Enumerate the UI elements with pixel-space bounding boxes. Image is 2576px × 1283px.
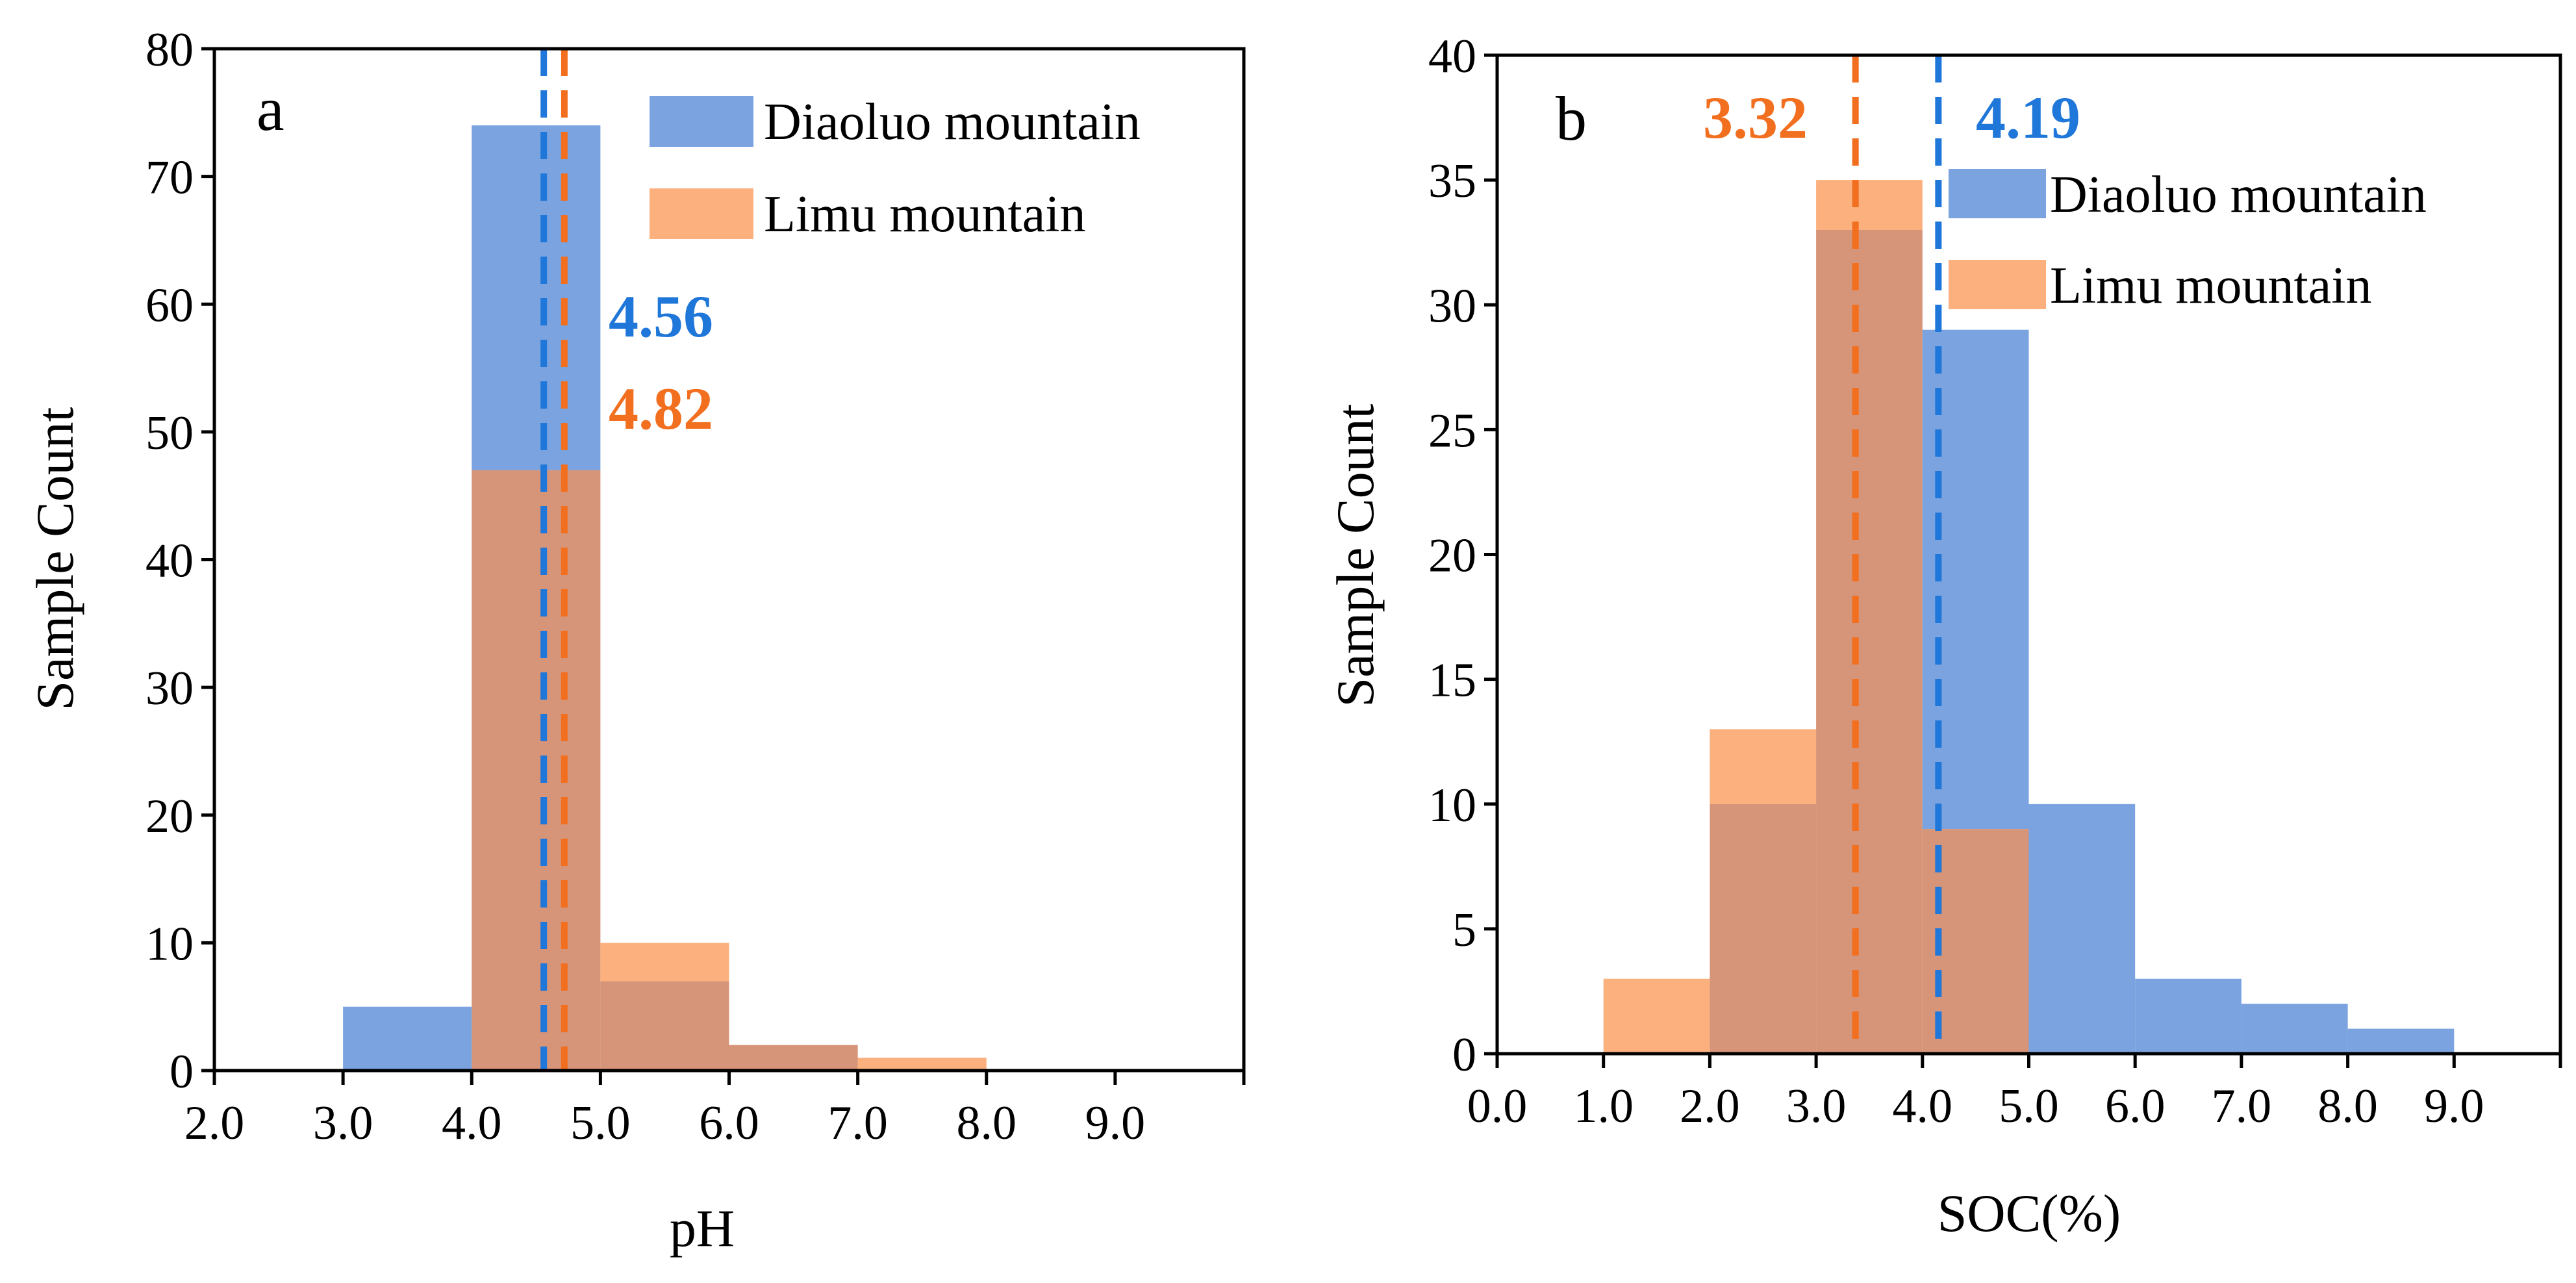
x-tick-label-b-3: 3.0 — [1786, 1080, 1847, 1133]
x-tick-label-a-6: 8.0 — [957, 1097, 1017, 1150]
bar-diaoluo-b-5 — [2135, 978, 2241, 1054]
x-axis-label-a: pH — [670, 1199, 735, 1258]
bar-diaoluo-a-0 — [343, 1006, 472, 1071]
y-tick-label-b-7: 35 — [1428, 155, 1476, 208]
y-tick-label-a-3: 30 — [145, 662, 194, 715]
x-tick-label-b-7: 7.0 — [2212, 1080, 2272, 1133]
bar-limu-b-2 — [1816, 180, 1923, 230]
bar-diaoluo-b-7 — [2347, 1028, 2455, 1054]
x-tick-label-a-7: 9.0 — [1085, 1097, 1146, 1150]
y-tick-label-a-6: 60 — [145, 279, 194, 332]
y-axis-label-a: Sample Count — [25, 407, 84, 710]
mean-lines-b — [1852, 55, 1942, 1054]
y-tick-label-b-2: 10 — [1428, 779, 1476, 832]
mean-lines-a — [540, 49, 568, 1071]
y-tick-label-b-3: 15 — [1428, 654, 1476, 707]
bar-overlap-a-1 — [472, 470, 601, 1071]
bar-overlap-a-2 — [600, 981, 729, 1071]
bar-diaoluo-b-4 — [2028, 804, 2136, 1054]
axes-a: 0 10 20 30 40 50 60 70 80 2.0 3.0 4.0 5.0 6.0 7.0 8.0 9.… — [145, 23, 1246, 1150]
panel-letter-a: a — [257, 74, 284, 144]
legend-label-limu-b: Limu mountain — [2050, 257, 2372, 314]
x-tick-label-a-2: 4.0 — [442, 1097, 502, 1150]
x-tick-label-b-9: 9.0 — [2424, 1080, 2484, 1133]
legend-swatch-diaoluo-a — [650, 96, 753, 147]
x-axis-label-b: SOC(%) — [1938, 1184, 2121, 1243]
y-tick-label-b-8: 40 — [1428, 30, 1476, 83]
x-tick-label-a-1: 3.0 — [313, 1097, 373, 1150]
y-tick-label-a-4: 40 — [145, 535, 194, 588]
y-tick-label-b-1: 5 — [1452, 904, 1476, 957]
y-tick-label-b-6: 30 — [1428, 279, 1476, 333]
x-tick-label-a-0: 2.0 — [184, 1097, 245, 1150]
mean-label-diaoluo-b: 4.19 — [1976, 84, 2080, 151]
bars-a — [343, 125, 987, 1071]
x-tick-label-a-5: 7.0 — [827, 1097, 888, 1150]
y-tick-label-b-5: 25 — [1428, 404, 1476, 457]
legend-b: Diaoluo mountain Limu mountain — [1949, 166, 2427, 314]
x-tick-label-b-4: 4.0 — [1893, 1080, 1953, 1133]
legend-label-diaoluo-b: Diaoluo mountain — [2050, 166, 2427, 223]
mean-label-limu-a: 4.82 — [609, 375, 713, 442]
bar-limu-b-0 — [1603, 978, 1710, 1054]
y-tick-label-a-2: 20 — [145, 790, 194, 843]
bar-limu-a-4 — [857, 1058, 987, 1071]
x-tick-label-b-0: 0.0 — [1467, 1080, 1528, 1133]
bar-overlap-b-2 — [1816, 229, 1923, 1054]
y-tick-label-b-4: 20 — [1428, 529, 1476, 583]
bar-overlap-a-3 — [729, 1045, 858, 1071]
x-tick-label-b-6: 6.0 — [2105, 1080, 2166, 1133]
bar-limu-b-1 — [1710, 729, 1817, 804]
legend-a: Diaoluo mountain Limu mountain — [650, 94, 1141, 243]
axes-b: 0 5 10 15 20 25 30 35 40 0.0 1.0 2.0 3.0 4.0 5.0 6.0 7.0… — [1428, 30, 2562, 1133]
bar-limu-a-2 — [600, 943, 729, 982]
bar-diaoluo-a-1 — [472, 125, 601, 470]
legend-swatch-diaoluo-b — [1949, 169, 2046, 218]
y-tick-label-a-5: 50 — [145, 407, 194, 460]
y-tick-label-a-1: 10 — [145, 917, 194, 971]
y-tick-label-a-8: 80 — [145, 23, 194, 77]
bar-diaoluo-b-6 — [2241, 1004, 2348, 1054]
legend-swatch-limu-a — [650, 188, 753, 239]
y-tick-label-a-0: 0 — [170, 1045, 194, 1099]
legend-swatch-limu-b — [1949, 260, 2046, 309]
y-axis-label-b: Sample Count — [1326, 403, 1385, 707]
chart-panel-b: 0 5 10 15 20 25 30 35 40 0.0 1.0 2.0 3.0 4.0 5.0 6.0 7.0… — [1326, 30, 2562, 1243]
x-tick-label-b-5: 5.0 — [1999, 1080, 2059, 1133]
chart-panel-a: 0 10 20 30 40 50 60 70 80 2.0 3.0 4.0 5.0 6.0 7.0 8.0 9.… — [25, 23, 1246, 1258]
x-tick-label-b-8: 8.0 — [2317, 1080, 2378, 1133]
y-tick-label-a-7: 70 — [145, 151, 194, 205]
x-tick-label-a-3: 5.0 — [570, 1097, 631, 1150]
x-tick-label-b-1: 1.0 — [1573, 1080, 1634, 1133]
x-tick-label-a-4: 6.0 — [699, 1097, 759, 1150]
legend-label-limu-a: Limu mountain — [764, 186, 1086, 243]
y-tick-label-b-0: 0 — [1452, 1028, 1476, 1082]
mean-label-diaoluo-a: 4.56 — [609, 283, 713, 349]
x-tick-label-b-2: 2.0 — [1680, 1080, 1740, 1133]
legend-label-diaoluo-a: Diaoluo mountain — [764, 94, 1141, 151]
bar-overlap-b-1 — [1710, 804, 1817, 1054]
panel-letter-b: b — [1556, 84, 1587, 153]
mean-label-limu-b: 3.32 — [1703, 84, 1808, 151]
